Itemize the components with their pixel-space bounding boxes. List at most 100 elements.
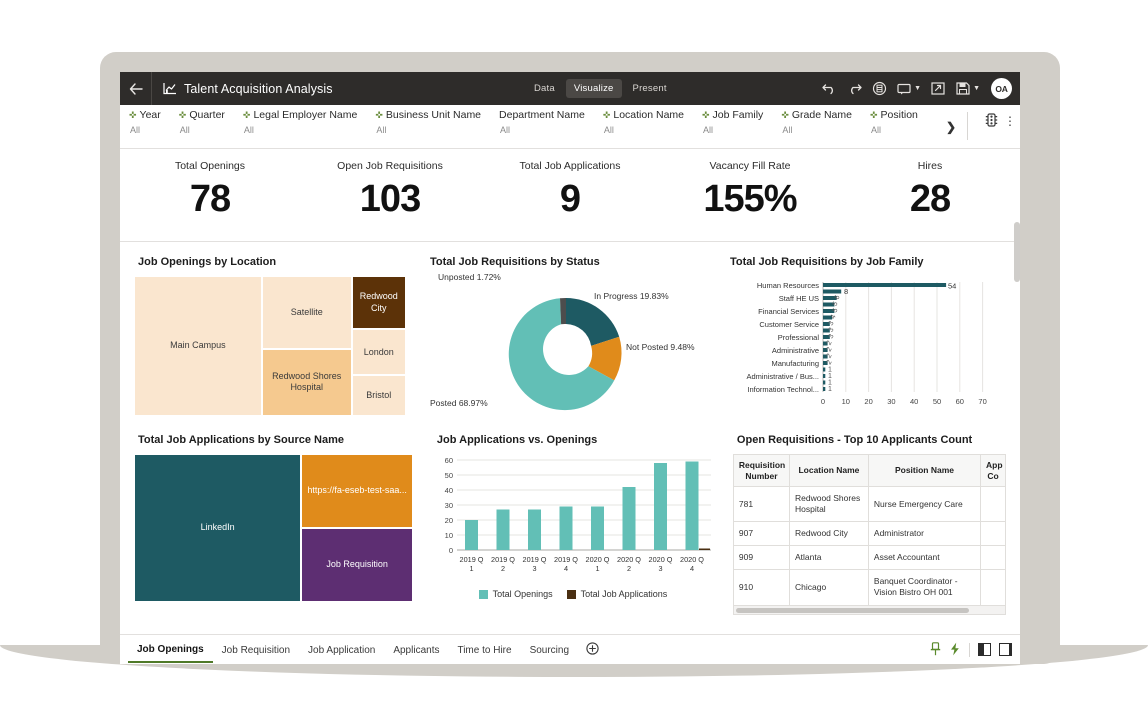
svg-text:2: 2: [826, 359, 834, 366]
cell-applicants-count: [980, 521, 1006, 547]
cell-requisition-number: 909: [732, 545, 790, 571]
expand-icon[interactable]: [927, 78, 949, 100]
table-row[interactable]: 907 Redwood City Administrator: [732, 521, 1006, 547]
legend-label: Total Openings: [492, 589, 553, 599]
kpi-value: 78: [189, 178, 231, 220]
svg-text:2: 2: [826, 353, 834, 360]
kpi-open-job-requisitions[interactable]: Open Job Requisitions 103: [300, 149, 480, 241]
donut-slice-not-posted: [588, 336, 622, 381]
viz-open-requisitions-table[interactable]: Open Requisitions - Top 10 Applicants Co…: [726, 428, 1012, 619]
filter-value: All: [179, 125, 190, 135]
page-title: Talent Acquisition Analysis: [184, 81, 333, 96]
bottom-tab-bar: Job Openings Job Requisition Job Applica…: [120, 634, 1020, 664]
legend-item-total-job-applications[interactable]: Total Job Applications: [566, 589, 667, 599]
pin-icon[interactable]: [930, 641, 941, 658]
treemap-cell[interactable]: London: [351, 329, 406, 376]
filter-value: All: [782, 125, 793, 135]
comment-dropdown-caret[interactable]: ▼: [914, 85, 922, 92]
mode-present[interactable]: Present: [632, 83, 667, 94]
canvas-vertical-scrollbar[interactable]: [1014, 222, 1020, 282]
more-vertical-icon[interactable]: ⋮: [1004, 114, 1016, 128]
table-horizontal-scrollbar[interactable]: [732, 605, 1006, 615]
treemap-cell[interactable]: https://fa-eseb-test-saa...: [301, 454, 413, 528]
treemap-locations: Main Campus Satellite Redwood Shores Hos…: [134, 276, 406, 416]
table-row[interactable]: 910 Chicago Banquet Coordinator - Vision…: [732, 569, 1006, 606]
viz-requisitions-by-status[interactable]: Total Job Requisitions by Status: [420, 250, 712, 422]
column-header-position-name[interactable]: Position Name: [867, 453, 982, 488]
filter-quarter[interactable]: ✜ Quarter All: [170, 109, 234, 135]
tab-sourcing[interactable]: Sourcing: [529, 644, 570, 656]
table-row[interactable]: 909 Atlanta Asset Accountant: [732, 545, 1006, 571]
treemap-cell[interactable]: LinkedIn: [134, 454, 302, 602]
left-panel-icon[interactable]: [978, 643, 991, 656]
lightning-icon[interactable]: [949, 642, 961, 658]
svg-text:50: 50: [933, 397, 941, 406]
viz-applications-by-source-name[interactable]: Total Job Applications by Source Name Li…: [128, 428, 419, 619]
svg-text:3: 3: [828, 320, 836, 327]
svg-text:2019 Q: 2019 Q: [491, 555, 515, 564]
column-header-applicants-count[interactable]: App Co: [980, 453, 1006, 488]
avatar[interactable]: OA: [991, 78, 1012, 99]
undo-icon[interactable]: [818, 78, 840, 100]
pin-icon: ✜: [781, 109, 789, 120]
filter-grade-name[interactable]: ✜ Grade Name All: [772, 109, 861, 135]
treemap-cell[interactable]: Job Requisition: [301, 528, 413, 602]
treemap-cell[interactable]: Bristol: [351, 375, 406, 416]
insights-icon[interactable]: [868, 78, 890, 100]
svg-text:3: 3: [828, 327, 836, 334]
table-scrollbar-thumb[interactable]: [735, 607, 970, 613]
filter-department-name[interactable]: Department Name All: [490, 109, 594, 135]
tab-job-openings[interactable]: Job Openings: [128, 637, 213, 663]
save-dropdown-caret[interactable]: ▼: [973, 85, 980, 92]
kpi-total-openings[interactable]: Total Openings 78: [120, 149, 300, 241]
tab-job-application[interactable]: Job Application: [308, 644, 376, 656]
filter-position-name[interactable]: ✜ Position N All: [861, 109, 919, 135]
filter-year[interactable]: ✜ Year All: [120, 109, 170, 135]
filter-icon[interactable]: [985, 113, 998, 129]
tab-time-to-hire[interactable]: Time to Hire: [457, 644, 512, 656]
plus-circle-icon[interactable]: [578, 641, 607, 658]
save-icon[interactable]: [952, 78, 974, 100]
viz-applications-vs-openings[interactable]: Job Applications vs. Openings: [426, 428, 719, 619]
left-panel-fill: [979, 644, 984, 655]
treemap-cell[interactable]: Redwood City: [351, 276, 406, 330]
right-panel-icon[interactable]: [999, 643, 1012, 656]
back-button[interactable]: [120, 72, 152, 105]
filter-location-name[interactable]: ✜ Location Name All: [594, 109, 693, 135]
column-header-requisition-number[interactable]: Requisition Number: [732, 453, 790, 488]
kpi-total-job-applications[interactable]: Total Job Applications 9: [480, 149, 660, 241]
filter-business-unit-name[interactable]: ✜ Business Unit Name All: [366, 109, 490, 135]
treemap-cell[interactable]: Redwood Shores Hospital: [261, 348, 352, 416]
kpi-hires[interactable]: Hires 28: [840, 149, 1020, 241]
filter-job-family[interactable]: ✜ Job Family All: [693, 109, 772, 135]
column-header-location-name[interactable]: Location Name: [788, 453, 869, 488]
treemap-cell[interactable]: Satellite: [261, 276, 352, 349]
svg-text:2: 2: [826, 340, 834, 347]
tab-job-requisition[interactable]: Job Requisition: [221, 644, 291, 656]
viz-requisitions-by-job-family[interactable]: Total Job Requisitions by Job Family: [720, 250, 1012, 422]
kpi-label: Total Openings: [174, 160, 246, 172]
mode-data[interactable]: Data: [534, 83, 555, 94]
svg-text:20: 20: [864, 397, 872, 406]
cell-requisition-number: 910: [732, 569, 790, 606]
legend-item-total-openings[interactable]: Total Openings: [478, 589, 553, 599]
svg-text:Financial Services: Financial Services: [758, 307, 819, 316]
filter-overflow-next-button[interactable]: ❯: [945, 120, 957, 134]
mode-visualize[interactable]: Visualize: [565, 79, 622, 98]
pin-icon: ✜: [702, 109, 710, 120]
comment-icon[interactable]: [893, 78, 915, 100]
filter-legal-employer-name[interactable]: ✜ Legal Employer Name All: [234, 109, 366, 135]
redo-icon[interactable]: [843, 78, 865, 100]
right-panel-fill: [1008, 644, 1011, 655]
treemap-cell[interactable]: Main Campus: [134, 276, 262, 416]
table-header-row: Requisition Number Location Name Positio…: [732, 453, 1006, 488]
tab-applicants[interactable]: Applicants: [393, 644, 440, 656]
table-row[interactable]: 781 Redwood Shores Hospital Nurse Emerge…: [732, 486, 1006, 523]
kpi-label: Total Job Applications: [519, 160, 621, 172]
mode-switcher: Data Visualize Present: [526, 72, 675, 105]
kpi-vacancy-fill-rate[interactable]: Vacancy Fill Rate 155%: [660, 149, 840, 241]
hbar-chart-job-family: 54 8 6 5 5 4 3 3 3 2 2 2: [746, 281, 986, 406]
viz-job-openings-by-location[interactable]: Job Openings by Location Main Campus Sat…: [128, 250, 412, 422]
svg-text:3: 3: [828, 333, 836, 340]
